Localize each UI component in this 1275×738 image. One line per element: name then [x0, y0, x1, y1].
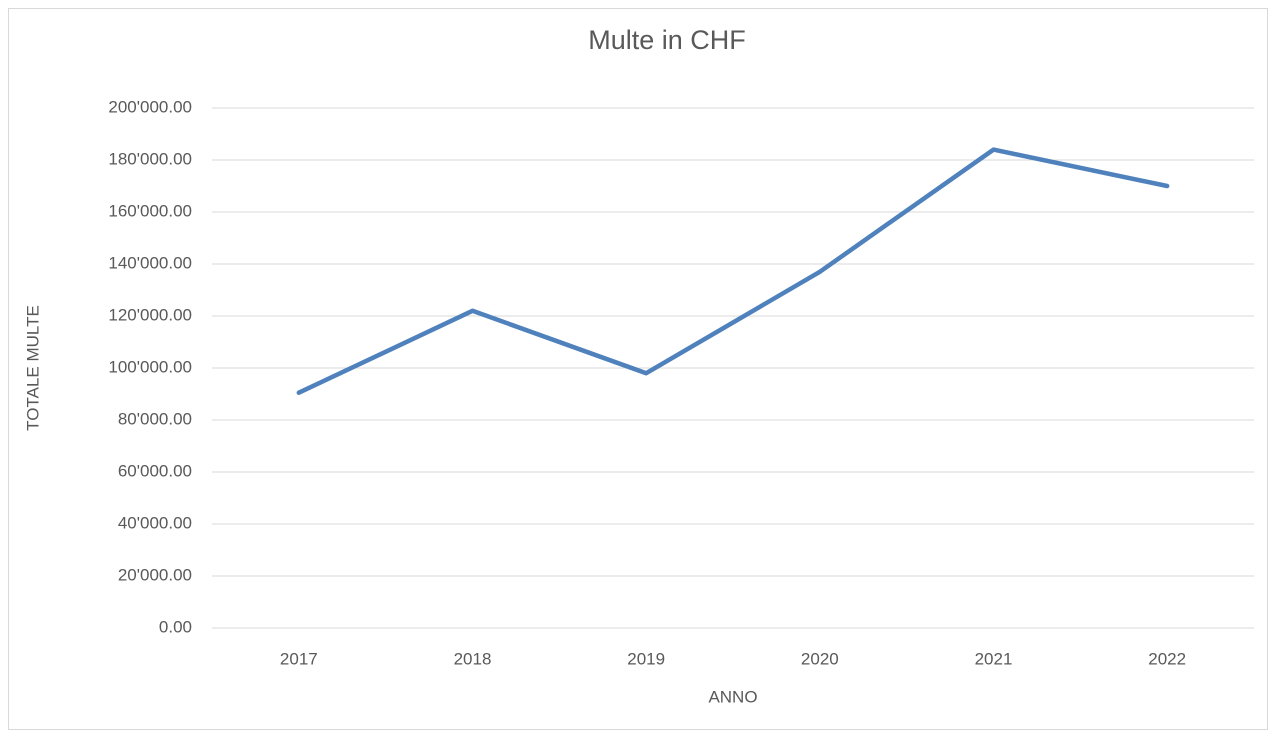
y-tick-label: 160'000.00	[108, 201, 192, 220]
chart-title: Multe in CHF	[588, 25, 746, 55]
x-tick-label: 2017	[280, 649, 318, 668]
x-tick-label: 2022	[1148, 649, 1186, 668]
x-axis-label: ANNO	[708, 687, 757, 706]
y-tick-label: 120'000.00	[108, 305, 192, 324]
y-axis-label: TOTALE MULTE	[23, 305, 42, 431]
y-tick-label: 200'000.00	[108, 97, 192, 116]
y-tick-label: 60'000.00	[118, 461, 192, 480]
x-tick-label: 2020	[801, 649, 839, 668]
y-tick-label: 180'000.00	[108, 149, 192, 168]
y-tick-label: 80'000.00	[118, 409, 192, 428]
y-tick-label: 20'000.00	[118, 565, 192, 584]
data-line	[296, 147, 1170, 395]
x-tick-label: 2021	[975, 649, 1013, 668]
y-tick-label: 0.00	[159, 617, 192, 636]
y-tick-label: 40'000.00	[118, 513, 192, 532]
x-tick-label: 2019	[627, 649, 665, 668]
y-tick-label: 100'000.00	[108, 357, 192, 376]
y-tick-label: 140'000.00	[108, 253, 192, 272]
x-tick-label: 2018	[454, 649, 492, 668]
